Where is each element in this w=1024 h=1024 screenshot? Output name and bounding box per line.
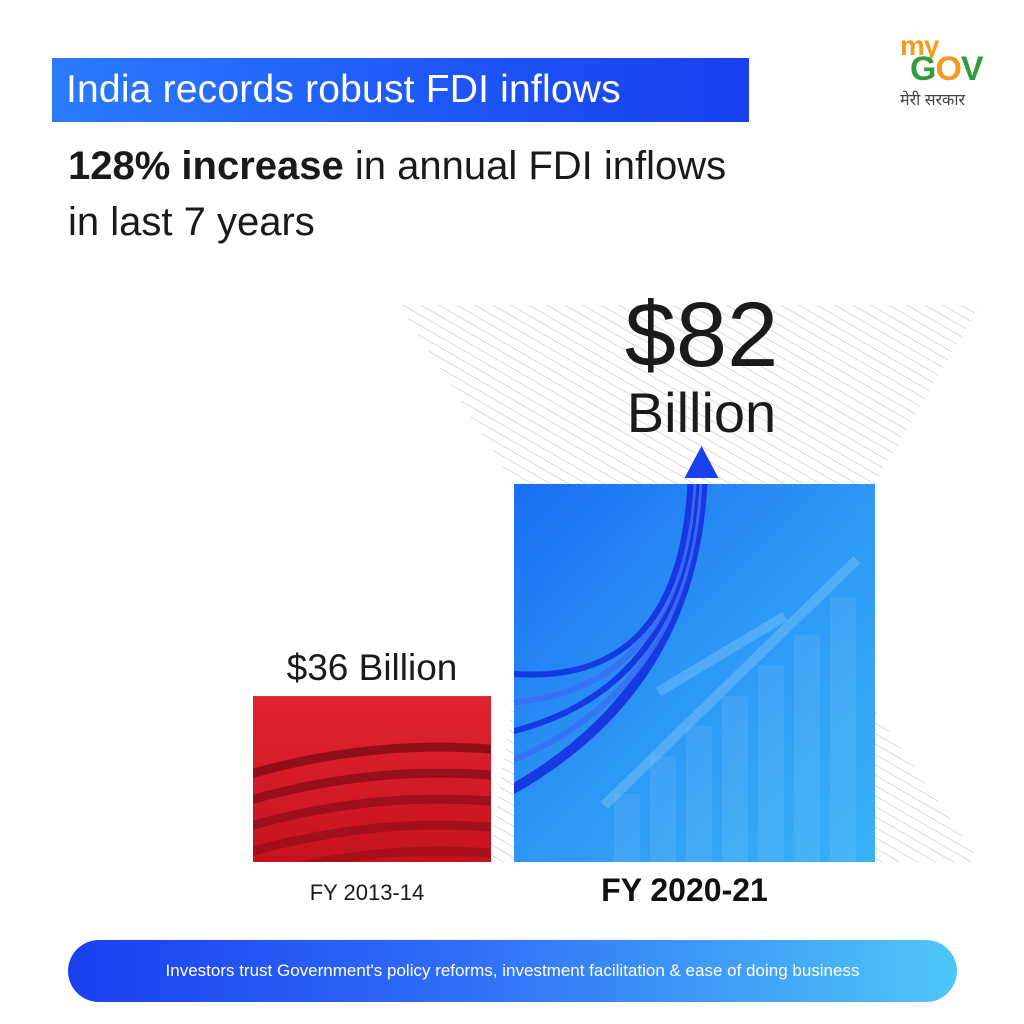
blue-bar-column xyxy=(758,665,784,862)
logo-gov-text: GOV xyxy=(910,50,984,88)
blue-bar-column xyxy=(722,695,748,862)
logo-my-text: my xyxy=(900,30,939,61)
blue-bar-curve xyxy=(514,484,694,678)
headline: 128% increase in annual FDI inflows in l… xyxy=(68,138,768,250)
red-bar-swoosh xyxy=(295,846,491,862)
value-label-fy-2013-14: $36 Billion xyxy=(287,647,458,688)
headline-text: in annual FDI inflows in last 7 years xyxy=(68,144,727,244)
footer-text: Investors trust Government's policy refo… xyxy=(165,961,860,980)
mygov-logo: my GOV मेरी सरकार xyxy=(896,30,996,110)
footer-banner: Investors trust Government's policy refo… xyxy=(68,940,957,1002)
category-label-fy-2013-14: FY 2013-14 xyxy=(310,880,425,905)
blue-bar-column xyxy=(650,756,676,862)
value-label-fy-2020-21-unit: Billion xyxy=(627,381,776,444)
red-bar-swoosh xyxy=(253,742,491,778)
up-arrow-icon xyxy=(684,446,719,478)
red-bar-swoosh xyxy=(253,768,491,804)
blue-bar-arrow-streak xyxy=(600,556,861,809)
blue-bar-column xyxy=(830,597,856,862)
category-label-fy-2020-21: FY 2020-21 xyxy=(601,872,768,908)
red-bar-swoosh xyxy=(253,820,491,856)
bar-fy-2013-14 xyxy=(253,696,491,862)
blue-bar-column xyxy=(614,793,640,862)
title-banner: India records robust FDI inflows xyxy=(52,58,749,122)
value-label-fy-2020-21-amount: $82 xyxy=(625,284,779,386)
bar-fy-2020-21 xyxy=(514,484,875,862)
hatch-pattern-top xyxy=(399,305,980,484)
blue-bar-column xyxy=(686,725,712,862)
headline-highlight: 128% increase xyxy=(68,144,344,188)
blue-bar-arrow-streak xyxy=(655,612,788,697)
blue-bar-column xyxy=(794,635,820,862)
red-bar-swoosh xyxy=(253,794,491,830)
logo-tagline: मेरी सरकार xyxy=(900,92,966,109)
page-title: India records robust FDI inflows xyxy=(66,68,621,111)
